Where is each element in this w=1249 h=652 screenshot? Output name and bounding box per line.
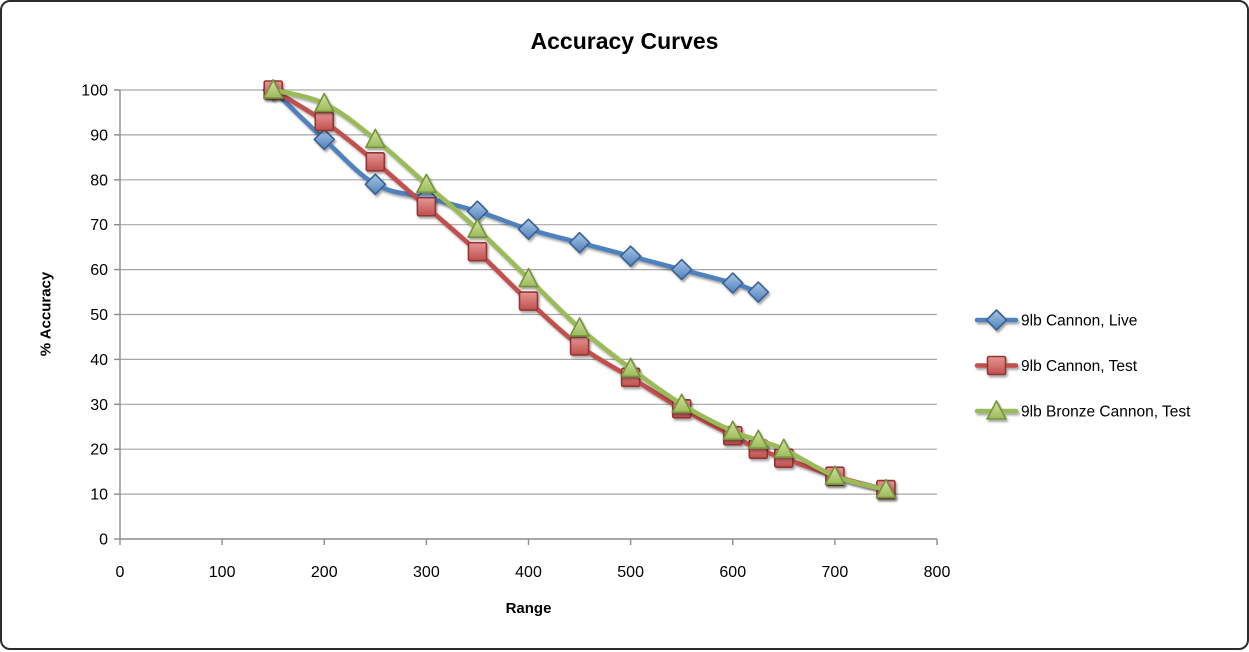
triangle-marker [262,79,284,99]
series-line [270,87,889,492]
y-tick-label: 40 [90,352,108,369]
x-tick-label: 500 [617,564,644,581]
triangle-marker [773,438,795,458]
y-tick-label: 50 [90,307,108,324]
y-tick-label: 70 [90,217,108,234]
legend-entry [974,400,1019,420]
triangle-marker [747,429,769,450]
triangle-marker [416,173,437,194]
triangle-marker [467,218,488,238]
diamond-marker [619,245,642,267]
x-tick-label: 100 [209,564,236,581]
series-line [270,87,761,295]
y-tick-label: 90 [90,127,108,144]
y-tick-label: 20 [90,442,108,459]
triangle-marker [620,357,641,378]
diamond-marker [721,272,744,294]
y-tick-label: 10 [90,487,108,504]
square-marker [365,152,386,172]
x-tick-label: 800 [924,564,951,581]
legend-entry [974,309,1019,331]
diamond-marker [747,281,770,303]
diamond-marker [568,231,591,254]
legend-square-marker [986,355,1007,376]
diamond-marker [670,258,693,281]
legend-label: 9lb Cannon, Live [1021,313,1137,330]
triangle-marker [518,267,539,288]
triangle-marker [313,92,335,113]
square-marker [416,196,437,217]
square-marker [569,336,590,356]
series-line [270,87,889,492]
square-marker [518,291,539,311]
series-9lb-cannon-test [263,80,896,500]
y-tick-label: 0 [99,532,108,549]
triangle-marker [875,478,897,499]
x-tick-label: 200 [311,564,338,581]
y-tick-label: 60 [90,262,108,279]
diamond-marker [364,173,387,196]
diamond-marker [466,200,489,223]
legend-label: 9lb Bronze Cannon, Test [1021,404,1191,421]
square-marker [314,111,335,132]
x-tick-label: 0 [116,564,125,581]
y-tick-label: 100 [81,83,108,100]
square-marker [467,241,488,262]
triangle-marker [722,420,744,441]
triangle-marker [365,128,386,149]
legend-label: 9lb Cannon, Test [1021,358,1138,375]
y-tick-label: 30 [90,397,108,414]
series-9lb-bronze-cannon-test [262,79,897,499]
legend-diamond-marker [985,309,1008,331]
legend-triangle-marker [986,400,1007,420]
y-tick-label: 80 [90,172,108,189]
diamond-marker [517,218,540,240]
x-tick-label: 400 [515,564,542,581]
legend-entry [974,355,1019,376]
x-tick-label: 300 [413,564,440,581]
x-tick-label: 600 [719,564,746,581]
diamond-marker [313,128,336,151]
triangle-marker [671,393,692,414]
triangle-marker [569,317,590,337]
legend: 9lb Cannon, Live 9lb Cannon, Test 9lb Bron… [974,309,1191,421]
chart-title: Accuracy Curves [530,28,719,54]
x-axis-title: Range [505,600,552,617]
triangle-marker [824,465,846,485]
x-tick-label: 700 [822,564,849,581]
